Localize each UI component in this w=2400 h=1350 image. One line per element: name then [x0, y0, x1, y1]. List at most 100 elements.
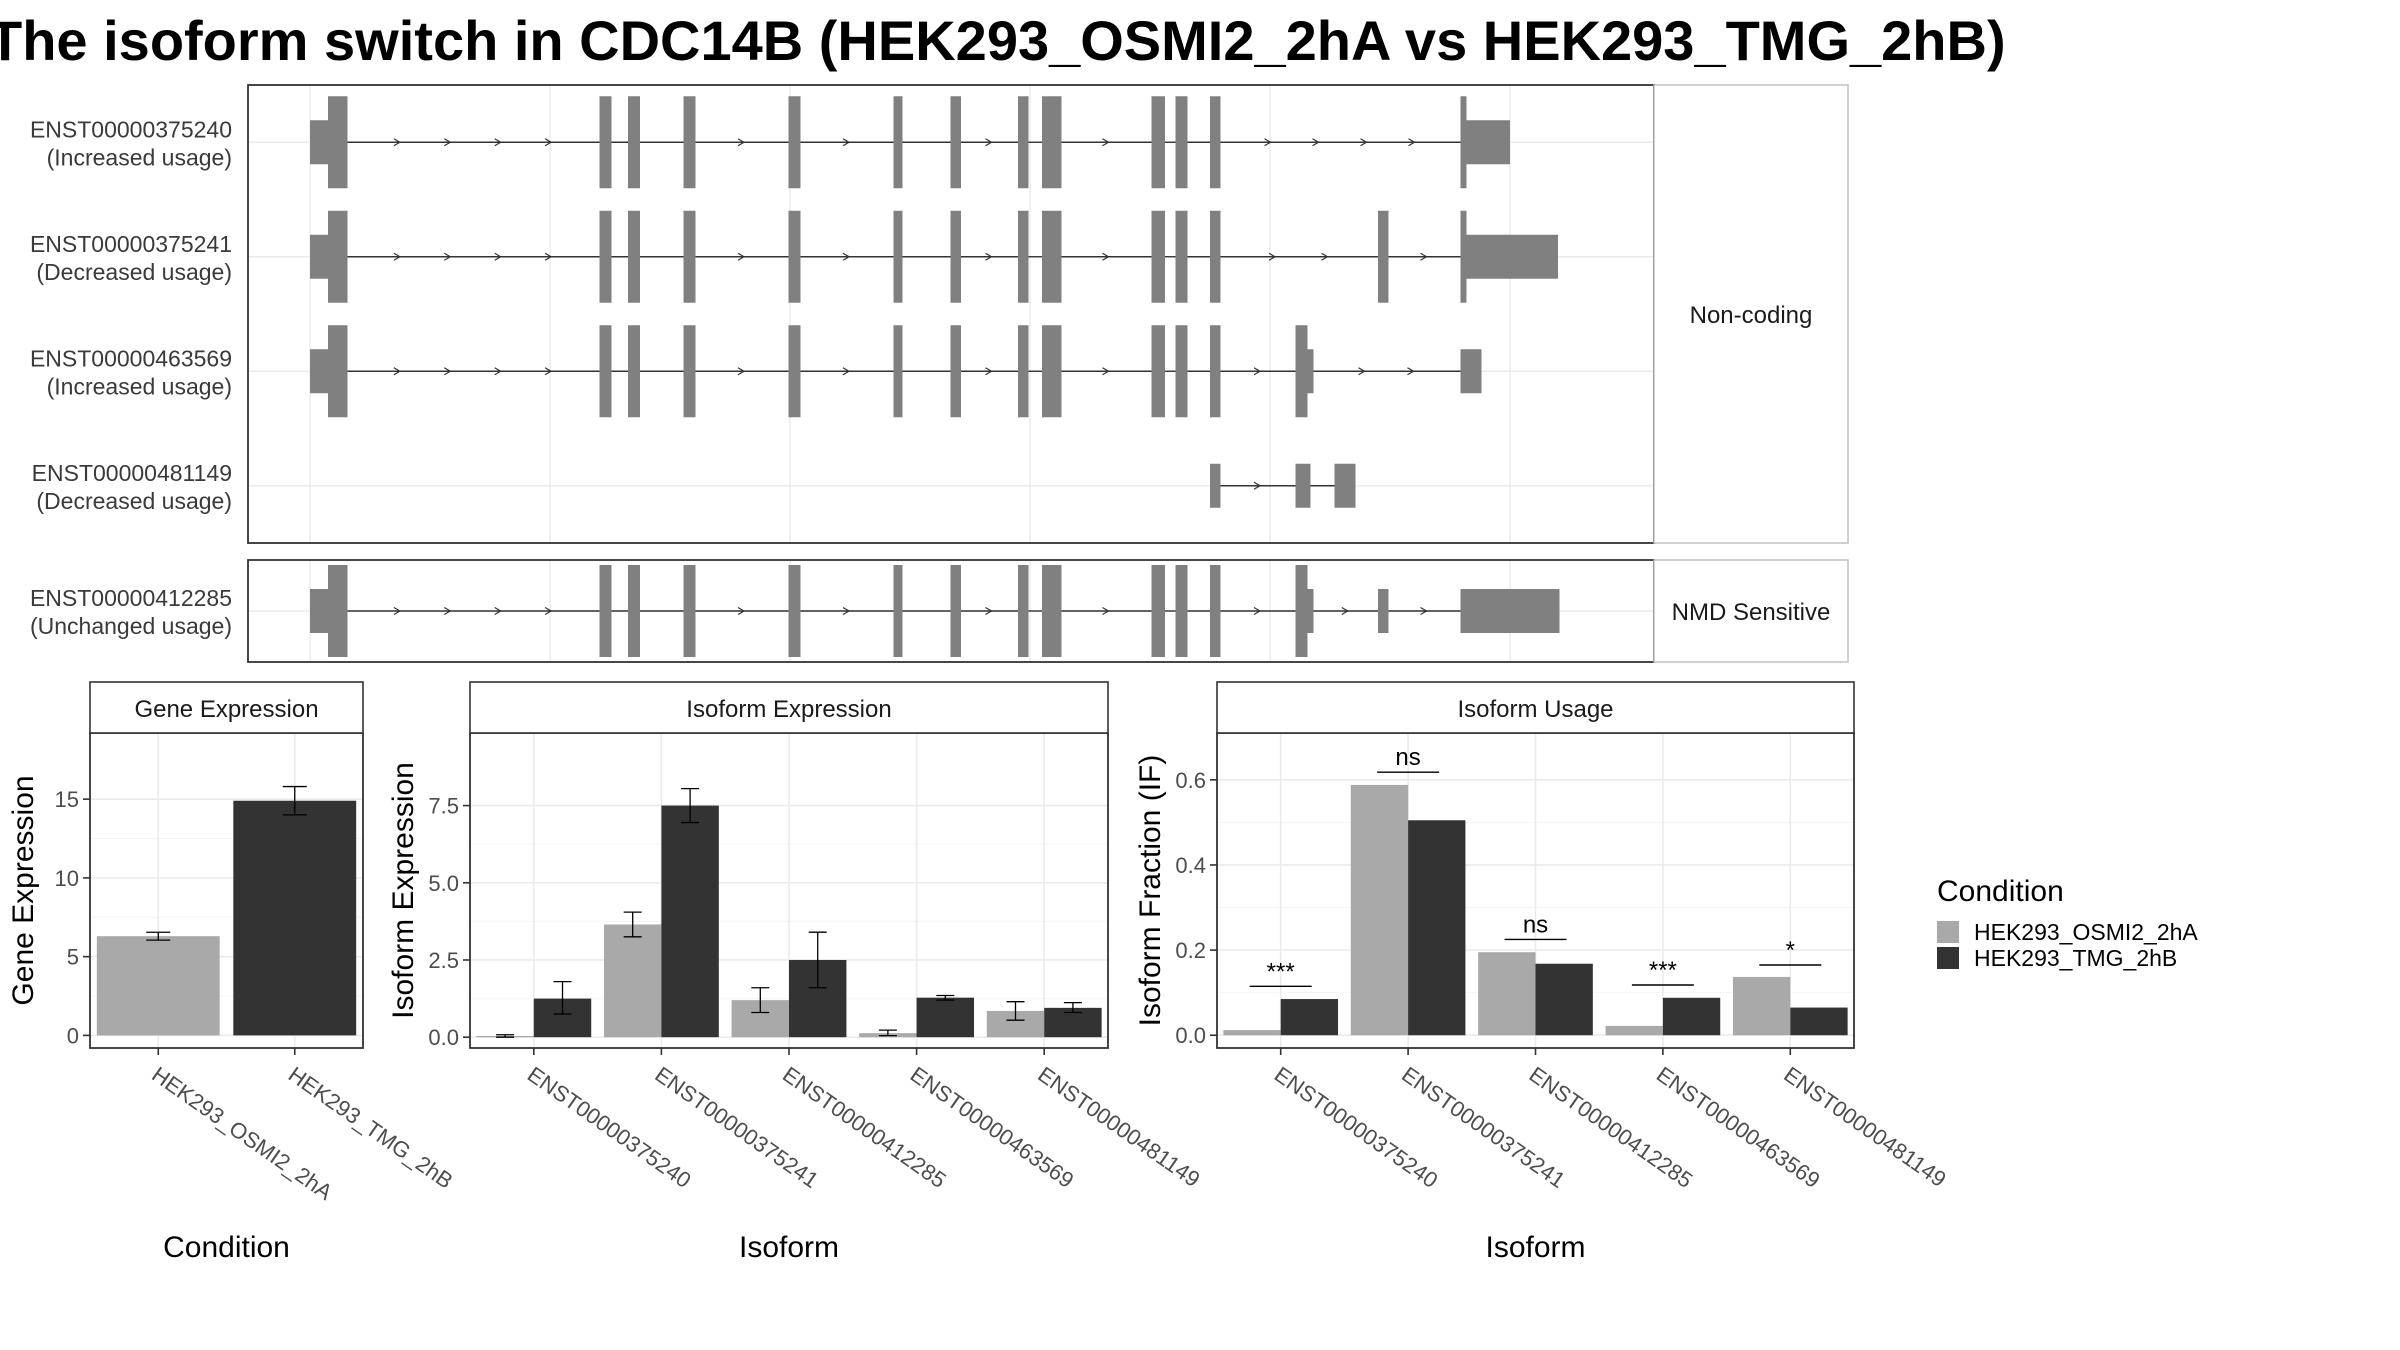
y-tick-label: 0.6 — [1175, 768, 1206, 793]
coding-exon — [1151, 565, 1165, 657]
coding-exon — [1018, 565, 1029, 657]
transcript-usage-label: (Decreased usage) — [36, 488, 232, 514]
intron-direction-arrow — [1358, 367, 1366, 376]
intron-direction-arrow — [494, 606, 502, 616]
significance-marker-enst00000463569: *** — [1631, 957, 1694, 986]
coding-exon — [893, 325, 903, 418]
error-bar-hek293-tmg-2hb-enst00000375241 — [681, 787, 700, 824]
coding-exon — [599, 565, 612, 657]
bar-hek293-osmi2-2ha-enst00000375241 — [1350, 784, 1409, 1036]
y-tick-label: 0.0 — [428, 1025, 459, 1050]
intron-direction-arrow — [544, 367, 553, 376]
coding-exon — [683, 210, 696, 303]
bar-chart-panels: Gene Expression051015HEK293_OSMI2_2hAHEK… — [7, 681, 1951, 1264]
intron-direction-arrow — [1407, 367, 1415, 376]
legend-label: HEK293_OSMI2_2hA — [1974, 919, 2198, 945]
intron-direction-arrow — [544, 606, 553, 616]
coding-exon — [1210, 325, 1221, 418]
coding-exon — [1042, 325, 1062, 418]
coding-exon — [1460, 210, 1467, 303]
utr-exon — [1295, 463, 1311, 508]
intron-direction-arrow — [842, 252, 851, 261]
coding-exon — [1295, 325, 1308, 418]
intron-direction-arrow — [1321, 252, 1329, 261]
intron-direction-arrow — [443, 606, 452, 616]
intron-direction-arrow — [842, 367, 851, 376]
coding-exon — [1018, 325, 1029, 418]
coding-exon — [1295, 565, 1308, 657]
significance-marker-enst00000412285: ns — [1504, 911, 1567, 941]
y-tick-label: 10 — [55, 866, 79, 891]
transcript-structure-panels: ENST00000375240(Increased usage)ENST0000… — [30, 84, 1849, 663]
legend-label: HEK293_TMG_2hB — [1974, 945, 2177, 971]
intron-direction-arrow — [1102, 252, 1110, 261]
bar-hek293-tmg-2hb — [233, 800, 357, 1036]
utr-exon — [1334, 463, 1356, 508]
y-axis-title: Isoform Expression — [387, 762, 420, 1019]
significance-label: ns — [1395, 744, 1420, 771]
error-bar-hek293-tmg-2hb-enst00000463569 — [936, 994, 955, 1001]
coding-exon — [950, 210, 961, 303]
intron-direction-arrow — [393, 138, 402, 147]
coding-exon — [950, 96, 961, 189]
coding-exon — [683, 565, 696, 657]
y-axis-title: Gene Expression — [7, 775, 40, 1005]
intron-direction-arrow — [737, 138, 746, 147]
transcript-row-enst00000375240: ENST00000375240(Increased usage) — [30, 96, 1654, 189]
coding-exon — [328, 325, 348, 418]
bar-hek293-tmg-2hb-enst00000463569 — [1662, 997, 1721, 1036]
coding-exon — [1151, 325, 1165, 418]
significance-label: * — [1786, 937, 1795, 964]
coding-exon — [683, 325, 696, 418]
intron-direction-arrow — [1360, 138, 1368, 147]
intron-direction-arrow — [443, 367, 452, 376]
bar-hek293-osmi2-2ha-enst00000481149 — [1732, 976, 1791, 1036]
bar-hek293-osmi2-2ha-enst00000463569 — [1605, 1025, 1663, 1036]
transcript-usage-label: (Increased usage) — [47, 373, 232, 399]
intron-direction-arrow — [1341, 606, 1349, 616]
utr-exon — [1210, 463, 1221, 508]
error-bar-hek293-tmg-2hb-enst00000412285 — [808, 931, 827, 989]
panel-strip — [469, 681, 1109, 734]
significance-label: ns — [1523, 911, 1548, 938]
y-tick-label: 0 — [67, 1023, 79, 1048]
bar-hek293-osmi2-2ha-enst00000375241 — [603, 924, 662, 1038]
intron-direction-arrow — [737, 252, 746, 261]
panel-strip-label: Gene Expression — [134, 696, 318, 723]
coding-exon — [1210, 96, 1221, 189]
significance-label: *** — [1267, 958, 1295, 985]
legend-swatch — [1937, 947, 1959, 969]
bar-hek293-tmg-2hb-enst00000375241 — [1408, 820, 1466, 1036]
transcript-id-label: ENST00000481149 — [32, 460, 232, 486]
intron-direction-arrow — [985, 252, 993, 261]
intron-direction-arrow — [443, 252, 452, 261]
intron-direction-arrow — [443, 138, 452, 147]
intron-direction-arrow — [544, 138, 553, 147]
intron-direction-arrow — [1268, 252, 1277, 261]
transcript-id-label: ENST00000375240 — [30, 116, 232, 142]
intron-direction-arrow — [1420, 606, 1428, 616]
intron-direction-arrow — [842, 138, 851, 147]
intron-direction-arrow — [985, 138, 993, 147]
coding-exon — [1151, 96, 1165, 189]
utr-exon — [1378, 589, 1389, 633]
coding-exon — [683, 96, 696, 189]
significance-label: *** — [1649, 957, 1677, 984]
bar-hek293-osmi2-2ha — [96, 936, 220, 1036]
intron-direction-arrow — [1253, 481, 1262, 490]
bar-hek293-tmg-2hb-enst00000463569 — [916, 997, 975, 1038]
intron-direction-arrow — [985, 367, 993, 376]
coding-exon — [1175, 565, 1188, 657]
coding-exon — [1175, 96, 1188, 189]
coding-exon — [599, 210, 612, 303]
intron-direction-arrow — [494, 367, 502, 376]
intron-direction-arrow — [737, 606, 746, 616]
transcript-usage-label: (Unchanged usage) — [30, 613, 232, 639]
coding-exon — [328, 565, 348, 657]
bar-hek293-tmg-2hb-enst00000375240 — [1280, 999, 1339, 1036]
significance-marker-enst00000375240: *** — [1249, 958, 1312, 987]
coding-exon — [328, 96, 348, 189]
figure-title: The isoform switch in CDC14B (HEK293_OSM… — [0, 9, 2006, 72]
bar-hek293-tmg-2hb-enst00000375241 — [661, 805, 719, 1038]
utr-exon — [310, 234, 328, 279]
